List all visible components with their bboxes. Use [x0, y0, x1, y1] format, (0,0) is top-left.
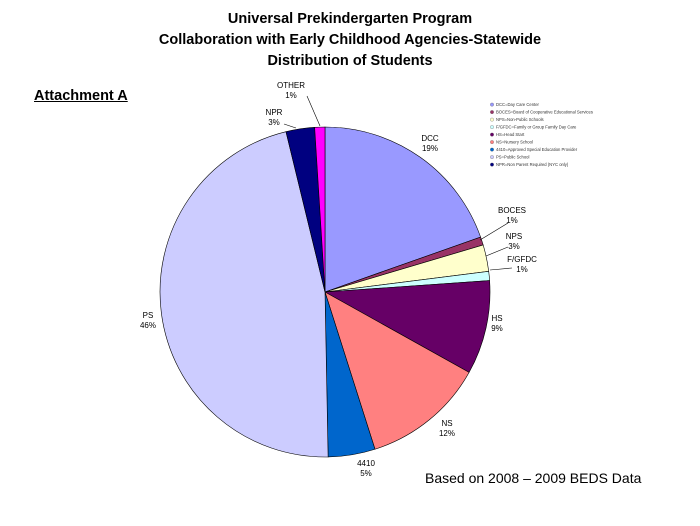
slice-percent-label: 1%: [285, 91, 297, 100]
legend-entry: 4410=Approved Special Education Provider: [496, 147, 578, 152]
slice-label: NS: [441, 419, 452, 428]
slice-label: PS: [143, 311, 154, 320]
chart-title-line-3: Distribution of Students: [267, 53, 433, 69]
attachment-label: Attachment A: [34, 88, 128, 104]
slice-percent-label: 3%: [508, 242, 520, 251]
legend-marker: [490, 110, 494, 114]
legend-entry: BOCES=Board of Cooperative Educational S…: [496, 110, 593, 115]
slice-label: BOCES: [498, 206, 526, 215]
pie-slice-hs: [323, 280, 491, 373]
legend-entry: F/GFDC=Family or Group Family Day Care: [496, 125, 577, 130]
pie-slice-ns: [324, 291, 470, 450]
slice-percent-label: 46%: [140, 321, 156, 330]
legend-marker: [490, 132, 494, 137]
leader-line: [306, 95, 321, 127]
source-note: Based on 2008 – 2009 BEDS Data: [425, 470, 642, 486]
legend-marker: [490, 147, 494, 152]
leader-line: [283, 123, 297, 129]
slice-label: 4410: [357, 459, 375, 468]
legend-entry: NS=Nursery School: [496, 140, 533, 145]
slice-percent-label: 3%: [268, 118, 280, 127]
leader-line: [489, 267, 513, 271]
legend-marker: [490, 155, 494, 159]
slice-percent-label: 19%: [422, 144, 438, 153]
pie-slice-other: [314, 126, 326, 293]
legend-entry: NPR=Non Parent Required (NYC only): [496, 162, 569, 167]
leader-line: [485, 246, 509, 257]
legend-marker: [490, 162, 494, 167]
legend-marker: [490, 140, 494, 144]
legend-marker: [490, 117, 494, 122]
slice-label: F/GFDC: [507, 255, 537, 264]
slice-label: DCC: [421, 134, 439, 143]
chart-title-line-1: Universal Prekindergarten Program: [227, 11, 473, 27]
slice-label: NPS: [506, 232, 522, 241]
legend-entry: DCC=Day Care Center: [496, 102, 540, 107]
slice-label: NPR: [266, 108, 283, 117]
slice-label: OTHER: [277, 81, 305, 90]
slice-percent-label: 1%: [516, 265, 528, 274]
chart-title-line-2: Collaboration with Early Childhood Agenc…: [158, 32, 542, 48]
slice-label: HS: [491, 314, 502, 323]
slice-percent-label: 5%: [360, 469, 372, 478]
slice-percent-label: 1%: [506, 216, 518, 225]
legend-marker: [490, 102, 494, 107]
legend-marker: [490, 125, 494, 129]
leader-line: [479, 222, 509, 241]
legend-entry: PS=Public School: [496, 155, 529, 160]
legend-entry: HS=Head Start: [496, 132, 525, 137]
legend-entry: NPS=Non-Public Schools: [496, 117, 544, 122]
pie-slice-ps: [159, 131, 329, 458]
slice-percent-label: 9%: [491, 324, 503, 333]
slice-percent-label: 12%: [439, 429, 455, 438]
